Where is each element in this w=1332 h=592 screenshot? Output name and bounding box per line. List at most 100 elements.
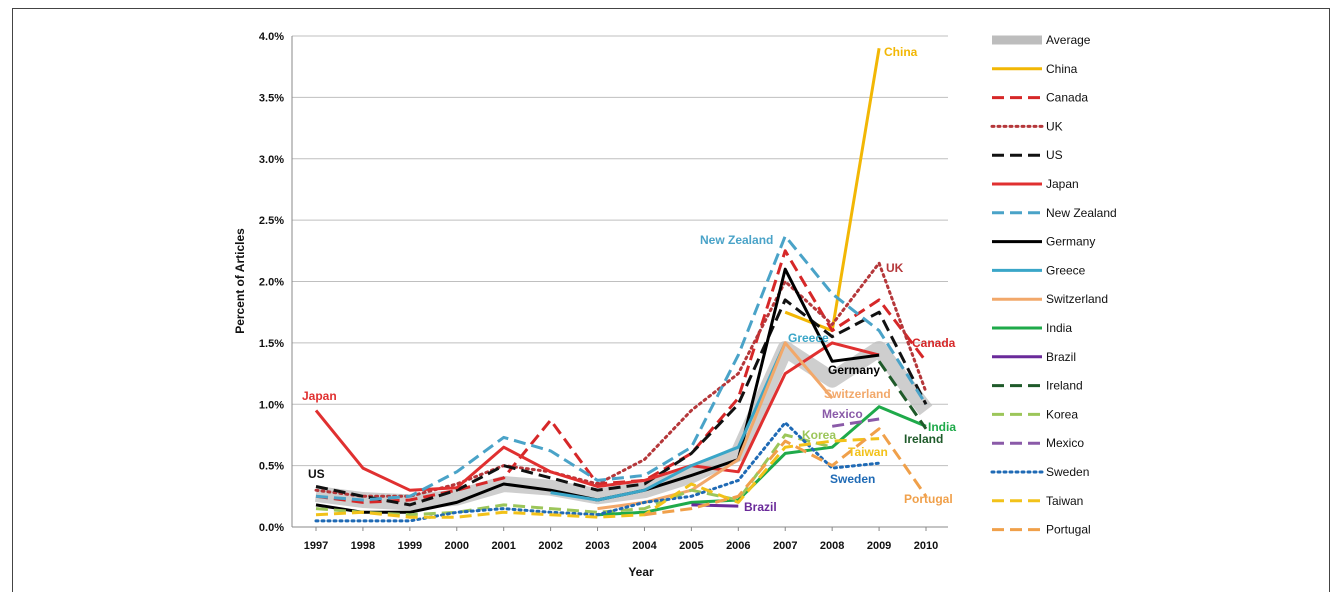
legend-label: Germany xyxy=(1046,235,1095,249)
series-portugal xyxy=(644,427,928,517)
legend-label: Portugal xyxy=(1046,523,1091,537)
y-axis-label: Percent of Articles xyxy=(233,228,247,334)
legend-label: Mexico xyxy=(1046,436,1084,450)
y-tick-label: 4.0% xyxy=(259,31,284,43)
legend-label: US xyxy=(1046,148,1063,162)
legend-item-india: India xyxy=(992,321,1072,335)
series-mexico xyxy=(831,417,880,428)
legend-label: New Zealand xyxy=(1046,206,1117,220)
y-tick-label: 1.0% xyxy=(259,399,284,411)
annotation-ireland: Ireland xyxy=(904,432,943,446)
series-line-china xyxy=(784,48,881,333)
x-tick-label: 2005 xyxy=(679,540,703,552)
x-tick-label: 2006 xyxy=(726,540,750,552)
series-line-mexico xyxy=(831,417,880,428)
annotation-us: US xyxy=(308,467,325,481)
series-sweden xyxy=(314,421,881,523)
series-japan xyxy=(314,341,880,492)
x-tick-label: 2008 xyxy=(820,540,844,552)
y-tick-label: 1.5% xyxy=(259,338,284,350)
annotation-india: India xyxy=(928,420,956,434)
legend-item-mexico: Mexico xyxy=(992,436,1084,450)
chart-frame xyxy=(12,8,1330,592)
annotation-uk: UK xyxy=(886,261,904,275)
series-china xyxy=(784,48,881,333)
series-layer xyxy=(314,48,933,523)
y-tick-labels: 0.0% 0.5% 1.0% 1.5% 2.0% 2.5% 3.0% 3.5% 4.0% xyxy=(259,31,284,534)
annotation-brazil: Brazil xyxy=(744,500,777,514)
y-tick-label: 0.5% xyxy=(259,461,284,473)
series-us xyxy=(315,298,928,507)
annotation-sweden: Sweden xyxy=(830,472,875,486)
legend-item-canada: Canada xyxy=(992,91,1088,105)
legend-label: Canada xyxy=(1046,91,1088,105)
annotation-china: China xyxy=(884,45,918,59)
x-tick-label: 2010 xyxy=(914,540,938,552)
legend-item-taiwan: Taiwan xyxy=(992,494,1083,508)
legend-item-uk: UK xyxy=(990,119,1063,133)
series-new-zealand xyxy=(315,234,928,502)
series-ireland xyxy=(877,360,928,430)
series-line-korea xyxy=(315,433,833,517)
annotation-germany: Germany xyxy=(828,363,880,377)
legend-label: Brazil xyxy=(1046,350,1076,364)
legend-label: Ireland xyxy=(1046,379,1083,393)
x-tick-label: 2007 xyxy=(773,540,797,552)
annotation-japan: Japan xyxy=(302,389,337,403)
series-average xyxy=(314,341,933,511)
legend-label: India xyxy=(1046,321,1072,335)
annotation-mexico: Mexico xyxy=(822,407,863,421)
series-line-portugal xyxy=(644,427,928,517)
series-korea xyxy=(315,433,833,517)
x-tick-label: 2000 xyxy=(445,540,469,552)
x-tick-label: 2001 xyxy=(491,540,515,552)
legend-label: Switzerland xyxy=(1046,292,1108,306)
series-line-uk xyxy=(314,261,928,498)
legend-item-portugal: Portugal xyxy=(992,523,1091,537)
annotation-portugal: Portugal xyxy=(904,492,953,506)
series-line-germany xyxy=(315,267,880,514)
legend-item-sweden: Sweden xyxy=(990,465,1089,479)
legend-label: Sweden xyxy=(1046,465,1089,479)
x-tick-label: 2002 xyxy=(538,540,562,552)
series-line-greece xyxy=(550,342,787,502)
x-tick-label: 1997 xyxy=(304,540,328,552)
series-line-new-zealand xyxy=(315,234,928,502)
series-greece xyxy=(550,342,787,502)
legend-label: Average xyxy=(1046,33,1091,47)
series-line-us xyxy=(315,298,928,507)
x-tick-label: 2009 xyxy=(867,540,891,552)
legend-label: Korea xyxy=(1046,407,1078,421)
y-tick-label: 2.0% xyxy=(259,277,284,289)
annotation-layer: Japan US China New Zealand UK Canada Greece Ger… xyxy=(302,45,956,514)
series-line-japan xyxy=(314,341,880,492)
series-line-ireland xyxy=(877,360,928,430)
annotation-taiwan: Taiwan xyxy=(848,445,888,459)
legend-item-ireland: Ireland xyxy=(992,379,1083,393)
legend-label: Japan xyxy=(1046,177,1079,191)
annotation-canada: Canada xyxy=(912,336,956,350)
x-tick-labels: 1997 1998 1999 2000 2001 2002 2003 2004 2005 2006… xyxy=(304,527,938,552)
legend-label: China xyxy=(1046,62,1078,76)
annotation-switzerland: Switzerland xyxy=(824,387,891,401)
legend-item-switzerland: Switzerland xyxy=(992,292,1108,306)
legend-label: UK xyxy=(1046,119,1063,133)
series-uk xyxy=(314,261,928,498)
legend-item-germany: Germany xyxy=(992,235,1095,249)
annotation-greece: Greece xyxy=(788,331,829,345)
legend-item-average: Average xyxy=(992,33,1091,47)
annotation-korea: Korea xyxy=(802,428,836,442)
series-line-taiwan xyxy=(315,437,880,519)
legend-item-china: China xyxy=(992,62,1078,76)
legend-item-korea: Korea xyxy=(992,407,1078,421)
y-tick-label: 2.5% xyxy=(259,215,284,227)
series-germany xyxy=(315,267,880,514)
legend-item-brazil: Brazil xyxy=(992,350,1076,364)
legend-item-us: US xyxy=(992,148,1063,162)
legend-item-greece: Greece xyxy=(992,263,1086,277)
series-line-sweden xyxy=(314,421,881,523)
x-tick-label: 1998 xyxy=(351,540,375,552)
series-taiwan xyxy=(315,437,880,519)
legend-item-japan: Japan xyxy=(992,177,1079,191)
